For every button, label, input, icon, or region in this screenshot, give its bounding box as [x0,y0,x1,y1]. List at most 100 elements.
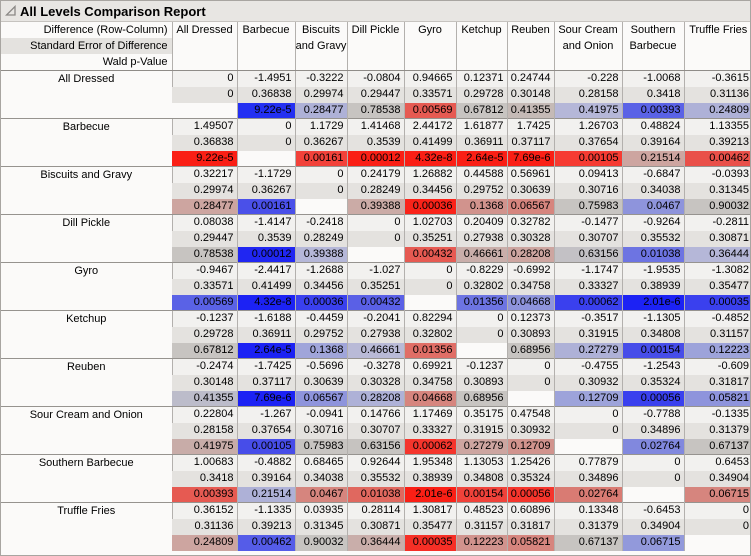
diff-cell: -0.3222 [294,70,347,87]
header-row: Difference (Row-Column) Standard Error o… [1,22,750,71]
se-cell: 0.30148 [172,374,237,391]
comparison-table: Difference (Row-Column) Standard Error o… [1,22,750,551]
pvalue-cell: 0.39388 [346,198,404,215]
se-cell: 0 [294,182,347,199]
pvalue-cell: 0.00161 [236,198,295,215]
se-cell: 0 [236,134,295,151]
pvalue-cell: 0.24809 [172,534,237,551]
row-difference: Biscuits and Gravy 0.32217 -1.1729 0 0.24179… [1,166,750,215]
column-header-label: All Dressed [176,24,233,36]
diff-cell: -0.1477 [553,214,622,231]
se-cell: 0.36267 [294,134,347,151]
pvalue-cell: 0.00432 [403,246,456,263]
diff-cell: 0 [621,454,684,471]
pvalue-cell: 0.41355 [172,390,237,407]
se-cell: 0.34896 [621,422,684,439]
se-cell: 0.34456 [294,278,347,295]
se-cell: 0.28249 [294,230,347,247]
diff-cell: 0.32782 [506,214,554,231]
report-title-bar[interactable]: All Levels Comparison Report [1,1,750,22]
se-cell: 0.33327 [553,278,622,295]
se-cell: 0.28158 [553,86,622,103]
row-label: Barbecue [1,118,172,167]
se-cell: 0.30639 [506,182,554,199]
diff-cell: 2.44172 [403,118,456,135]
se-cell: 0.34758 [506,278,554,295]
pvalue-cell: 0.04668 [403,390,456,407]
se-cell: 0 [455,326,507,343]
se-cell: 0.34808 [455,470,507,487]
diff-cell: 0.24744 [506,70,554,87]
pvalue-cell: 0.01356 [455,294,507,311]
se-cell: 0.29974 [172,182,237,199]
se-cell: 0.31136 [172,518,237,535]
row-label: Dill Pickle [1,214,172,263]
se-cell: 0 [621,470,684,487]
column-header-label: Sour Cream and Onion [558,24,618,52]
diff-cell: 0.28114 [346,502,404,519]
row-pvalue: 0.41975 0.00105 0.75983 0.63156 0.00062 0.272… [1,438,750,455]
diff-cell: -0.0393 [683,166,750,183]
row-label: Gyro [1,262,172,311]
pvalue-cell: 0.00393 [621,102,684,119]
pvalue-cell: 0.00105 [553,150,622,167]
pvalue-cell: 0.1368 [455,198,507,215]
se-cell: 0.3418 [172,470,237,487]
pvalue-cell: 0.02764 [553,486,622,503]
pvalue-cell: 0.21514 [621,150,684,167]
column-header-7: Reuben [506,22,554,71]
diff-cell: 0.44588 [455,166,507,183]
column-header-1: All Dressed [171,22,237,71]
pvalue-cell: 0.68956 [506,342,554,359]
row-pvalue: 0.41355 7.69e-6 0.06567 0.28208 0.04668 0.689… [1,390,750,407]
column-header-label: Ketchup [461,24,502,36]
diff-cell: -1.0068 [621,70,684,87]
se-cell: 0.37117 [506,134,554,151]
pvalue-cell: 0.24809 [683,102,750,119]
pvalue-cell: 0.46661 [455,246,507,263]
comparison-table-body: All Dressed 0 -1.4951 -0.3222 -0.0804 0.94665… [1,70,750,551]
se-cell: 0.31915 [455,422,507,439]
pvalue-cell: 0.75983 [553,198,622,215]
diff-cell: -1.027 [346,262,404,279]
column-header-2: Barbecue [236,22,295,71]
pvalue-cell: 2.64e-5 [236,342,295,359]
diff-cell: -0.4459 [294,310,347,327]
diff-cell: 0.56961 [506,166,554,183]
row-difference: Barbecue 1.49507 0 1.1729 1.41468 2.44172 1.61… [1,118,750,167]
diff-cell: 0.47548 [506,406,554,423]
diff-cell: -0.609 [683,358,750,375]
disclosure-triangle-icon[interactable] [5,5,17,17]
row-stderr: 0.29974 0.36267 0 0.28249 0.34456 0.29752 0.30… [1,182,750,199]
se-cell: 0.35324 [506,470,554,487]
row-stderr: 0.28158 0.37654 0.30716 0.30707 0.33327 0.319… [1,422,750,439]
se-cell: 0.32802 [455,278,507,295]
row-stderr: 0 0.36838 0.29974 0.29447 0.33571 0.29728 0.30… [1,86,750,103]
pvalue-cell: 0.0467 [621,198,684,215]
se-cell: 0.41499 [403,134,456,151]
diff-cell: -0.3517 [553,310,622,327]
diff-cell: -1.2543 [621,358,684,375]
row-label: Biscuits and Gravy [1,166,172,215]
se-cell: 0.31379 [683,422,750,439]
pvalue-cell: 0.00012 [346,150,404,167]
row-difference: Truffle Fries 0.36152 -1.1335 0.03935 0.2811… [1,502,750,551]
diff-cell: 0 [236,118,295,135]
column-header-label: Biscuits and Gravy [295,24,347,52]
row-label: Southern Barbecue [1,454,172,503]
se-cell: 0.30707 [346,422,404,439]
se-cell: 0.39213 [683,134,750,151]
pvalue-cell: 0.06715 [683,486,750,503]
diff-cell: 1.17469 [403,406,456,423]
se-cell: 0.31345 [683,182,750,199]
se-cell: 0.38939 [621,278,684,295]
pvalue-cell: 0.01038 [346,486,404,503]
diff-cell: -1.1305 [621,310,684,327]
diff-cell: -0.1237 [455,358,507,375]
pvalue-cell: 0.00036 [403,198,456,215]
pvalue-cell: 0.46661 [346,342,404,359]
se-cell: 0.33327 [403,422,456,439]
row-pvalue: 0.24809 0.00462 0.90032 0.36444 0.00035 0.122… [1,534,750,551]
se-cell: 0.29728 [455,86,507,103]
row-difference: Reuben -0.2474 -1.7425 -0.5696 -0.3278 0.6992… [1,358,750,407]
